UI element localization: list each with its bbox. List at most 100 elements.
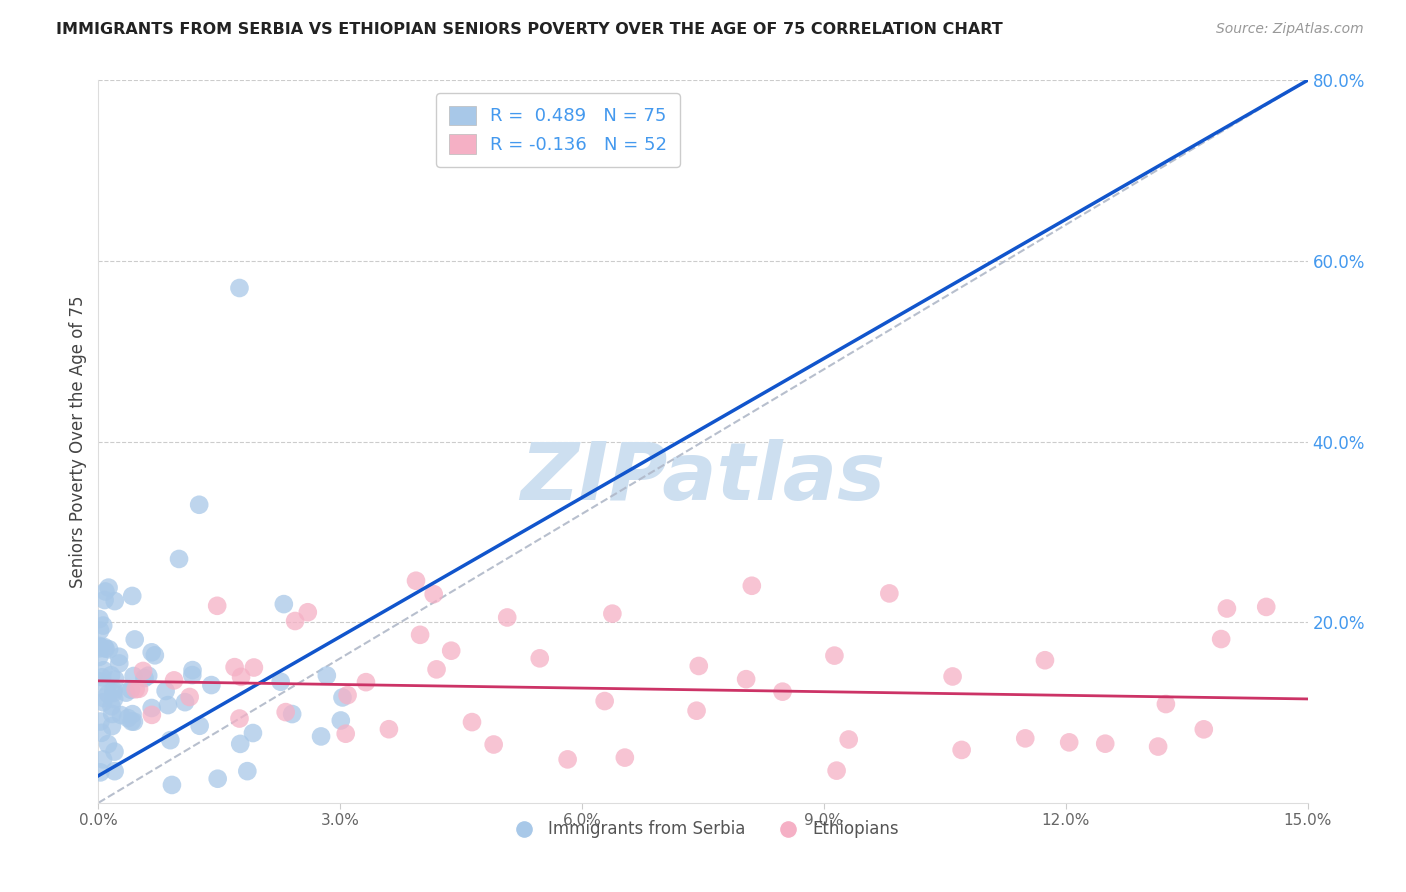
Point	[141, 707, 163, 722]
Point	[94, 641, 117, 656]
Point	[593, 694, 616, 708]
Point	[200, 678, 222, 692]
Point	[229, 737, 252, 751]
Point	[188, 719, 211, 733]
Text: IMMIGRANTS FROM SERBIA VS ETHIOPIAN SENIORS POVERTY OVER THE AGE OF 75 CORRELATI: IMMIGRANTS FROM SERBIA VS ETHIOPIAN SENI…	[56, 22, 1002, 37]
Point	[91, 618, 114, 632]
Point	[124, 632, 146, 647]
Point	[1192, 723, 1215, 737]
Text: ZIPatlas: ZIPatlas	[520, 439, 886, 516]
Point	[1256, 599, 1278, 614]
Point	[942, 669, 965, 683]
Point	[207, 772, 229, 786]
Point	[122, 714, 145, 729]
Point	[97, 687, 120, 701]
Point	[181, 668, 204, 682]
Point	[89, 612, 111, 626]
Point	[838, 732, 860, 747]
Point	[100, 668, 122, 682]
Point	[228, 281, 250, 295]
Point	[440, 643, 463, 657]
Point	[425, 662, 447, 676]
Point	[315, 668, 337, 682]
Point	[336, 688, 359, 702]
Point	[685, 704, 707, 718]
Point	[89, 641, 111, 656]
Point	[89, 624, 111, 638]
Point	[103, 691, 125, 706]
Point	[90, 726, 112, 740]
Point	[1147, 739, 1170, 754]
Point	[309, 730, 332, 744]
Point	[329, 714, 352, 728]
Point	[1094, 737, 1116, 751]
Point	[1211, 632, 1233, 646]
Point	[141, 645, 163, 659]
Point	[120, 682, 142, 697]
Point	[93, 691, 115, 706]
Point	[121, 707, 143, 722]
Point	[93, 663, 115, 677]
Point	[242, 726, 264, 740]
Point	[274, 705, 297, 719]
Point	[98, 642, 121, 657]
Point	[91, 752, 114, 766]
Point	[950, 743, 973, 757]
Point	[89, 714, 111, 729]
Point	[270, 674, 292, 689]
Point	[122, 669, 145, 683]
Point	[115, 685, 138, 699]
Point	[1014, 731, 1036, 746]
Point	[103, 745, 125, 759]
Point	[134, 671, 156, 685]
Point	[89, 640, 111, 654]
Point	[378, 723, 401, 737]
Point	[236, 764, 259, 779]
Point	[89, 765, 111, 780]
Point	[688, 659, 710, 673]
Point	[1033, 653, 1056, 667]
Point	[128, 681, 150, 696]
Point	[188, 498, 211, 512]
Point	[879, 586, 901, 600]
Point	[104, 594, 127, 608]
Point	[101, 719, 124, 733]
Point	[97, 581, 120, 595]
Point	[103, 686, 125, 700]
Point	[273, 597, 295, 611]
Point	[229, 670, 252, 684]
Point	[228, 712, 250, 726]
Point	[89, 674, 111, 689]
Point	[772, 684, 794, 698]
Point	[332, 690, 354, 705]
Point	[1216, 601, 1239, 615]
Point	[121, 589, 143, 603]
Point	[160, 778, 183, 792]
Point	[108, 649, 131, 664]
Point	[94, 584, 117, 599]
Point	[159, 733, 181, 747]
Point	[735, 672, 758, 686]
Point	[104, 764, 127, 779]
Point	[224, 660, 246, 674]
Y-axis label: Seniors Poverty Over the Age of 75: Seniors Poverty Over the Age of 75	[69, 295, 87, 588]
Point	[110, 708, 132, 723]
Point	[108, 657, 131, 671]
Point	[422, 587, 444, 601]
Point	[496, 610, 519, 624]
Point	[93, 640, 115, 654]
Point	[155, 684, 177, 698]
Point	[141, 701, 163, 715]
Point	[335, 727, 357, 741]
Point	[741, 579, 763, 593]
Point	[823, 648, 845, 663]
Point	[89, 639, 111, 653]
Point	[167, 552, 190, 566]
Point	[174, 695, 197, 709]
Point	[100, 699, 122, 714]
Point	[281, 707, 304, 722]
Point	[156, 698, 179, 712]
Point	[91, 695, 114, 709]
Point	[1057, 735, 1080, 749]
Point	[825, 764, 848, 778]
